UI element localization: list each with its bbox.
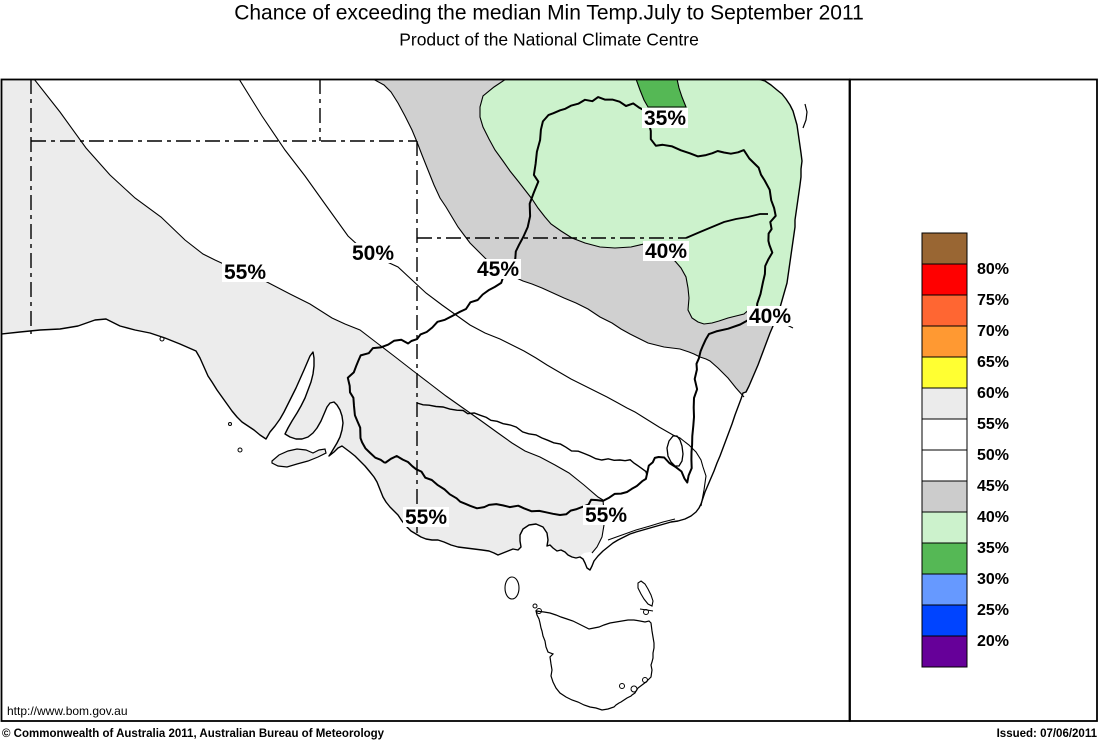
svg-text:© Commonwealth of Australia 20: © Commonwealth of Australia 2011, Austra… [2,728,385,740]
svg-text:35%: 35% [977,540,1009,557]
svg-text:Chance of exceeding the median: Chance of exceeding the median Min Temp.… [234,2,864,25]
svg-text:70%: 70% [977,323,1009,340]
svg-text:Issued: 07/06/2011: Issued: 07/06/2011 [997,728,1098,740]
svg-text:40%: 40% [977,509,1009,526]
svg-text:55%: 55% [405,506,447,529]
svg-text:55%: 55% [224,261,266,284]
svg-text:50%: 50% [977,447,1009,464]
svg-text:55%: 55% [585,504,627,527]
svg-text:40%: 40% [645,240,687,263]
svg-text:55%: 55% [977,416,1009,433]
svg-text:25%: 25% [977,602,1009,619]
svg-text:45%: 45% [977,478,1009,495]
svg-text:45%: 45% [477,258,519,281]
svg-text:http://www.bom.gov.au: http://www.bom.gov.au [7,704,128,718]
svg-text:80%: 80% [977,261,1009,278]
svg-text:75%: 75% [977,292,1009,309]
svg-text:65%: 65% [977,354,1009,371]
svg-text:60%: 60% [977,385,1009,402]
svg-text:30%: 30% [977,571,1009,588]
svg-text:35%: 35% [644,107,686,130]
svg-text:20%: 20% [977,633,1009,650]
svg-text:40%: 40% [749,305,791,328]
svg-text:50%: 50% [352,242,394,265]
svg-text:Product of the National Climat: Product of the National Climate Centre [399,30,699,50]
